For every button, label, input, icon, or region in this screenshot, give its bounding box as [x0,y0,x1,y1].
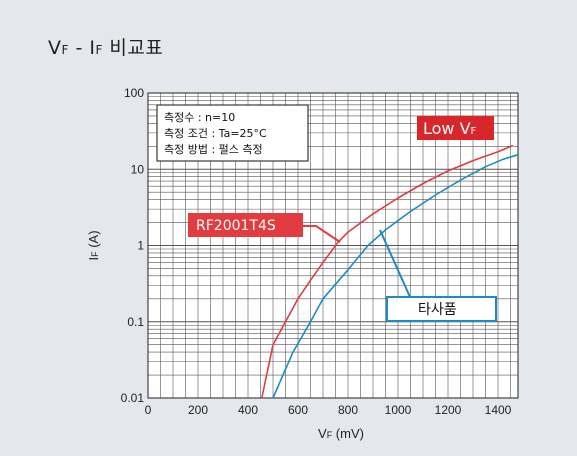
axes: 0 200 400 600 800 1000 1200 1400 0.01 0.1 1 10 100 VF… [86,86,519,441]
y-tick-label: 1 [137,239,144,253]
competitor-callout: 타사품 [379,229,497,322]
series-line-rohm [261,144,514,399]
x-tick-label: 800 [338,403,358,417]
x-tick-label: 400 [238,403,258,417]
x-tick-label: 1200 [435,403,462,417]
rohm-callout: RF2001T4S [188,213,341,243]
x-tick-label: 600 [288,403,308,417]
series-line-competitor [272,153,519,399]
svg-text:Low VF: Low VF [423,119,477,138]
x-axis-label: VF (mV) [318,426,364,441]
chart-title: VF - IF 비교표 [48,37,164,59]
condition-sample-count: 측정수 : n=10 [164,111,235,124]
y-tick-label: 0.01 [121,391,145,405]
x-tick-label: 1000 [385,403,412,417]
conditions-box: 측정수 : n=10 측정 조건 : Ta=25°C 측정 방법 : 펄스 측정 [156,104,309,162]
y-tick-label: 10 [131,162,145,176]
condition-temperature: 측정 조건 : Ta=25°C [164,127,267,140]
x-tick-label: 0 [145,403,152,417]
low-vf-text: Low V [423,119,471,138]
rohm-label: RF2001T4S [196,218,276,234]
y-tick-label: 0.1 [127,315,144,329]
low-vf-subscript: F [471,126,477,137]
low-vf-callout: Low VF [417,116,494,140]
x-tick-label: 1400 [485,403,512,417]
x-tick-label: 200 [188,403,208,417]
y-axis-label: IF (A) [86,230,101,260]
condition-method: 측정 방법 : 펄스 측정 [164,143,263,156]
competitor-label: 타사품 [418,302,457,318]
plot-frame [147,92,519,399]
y-tick-label: 100 [124,86,144,100]
series-lines [261,144,519,399]
